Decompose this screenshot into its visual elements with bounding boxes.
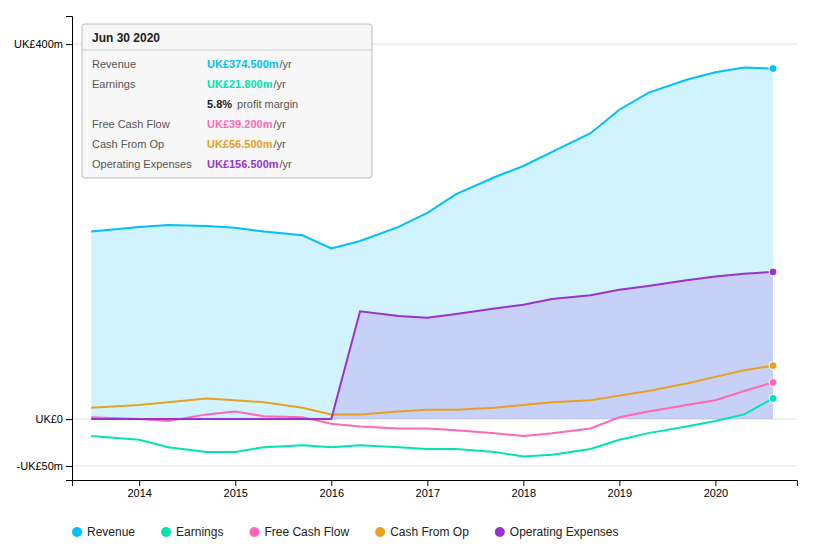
end-dot (769, 362, 777, 370)
info-box-label: Revenue (92, 58, 136, 70)
info-box-value: UK£374.500m (207, 58, 279, 70)
x-tick-mark (235, 480, 236, 486)
plot: 2014 2015 2016 2017 2018 2019 2020 -UK£50m UK£0 U… (14, 17, 797, 499)
info-box-unit: /yr (273, 138, 286, 150)
x-tick-label: 2018 (512, 487, 536, 499)
info-box-label: Free Cash Flow (92, 118, 170, 130)
y-tick-mark (66, 44, 72, 45)
legend-item: Earnings (161, 525, 223, 539)
info-box-unit: /yr (280, 58, 293, 70)
x-tick-label: 2020 (704, 487, 728, 499)
x-tick-label: 2019 (608, 487, 632, 499)
x-tick: 2020 (704, 480, 728, 499)
legend-swatch (161, 527, 171, 537)
y-tick: UK£0 (35, 413, 72, 425)
x-tick-label: 2015 (224, 487, 248, 499)
legend-swatch (375, 527, 385, 537)
x-tick: 2018 (512, 480, 536, 499)
legend-label: Free Cash Flow (264, 525, 349, 539)
x-tick-label: 2017 (416, 487, 440, 499)
legend-swatch (495, 527, 505, 537)
y-axis: -UK£50m UK£0 UK£400m (14, 17, 72, 481)
x-tick-mark (331, 480, 332, 486)
legend-item: Cash From Op (375, 525, 469, 539)
series-line (91, 366, 773, 415)
end-dot (769, 64, 777, 72)
x-tick-mark (427, 480, 428, 486)
info-box-frame (82, 24, 372, 178)
end-dot (769, 379, 777, 387)
y-tick: UK£400m (14, 38, 72, 50)
x-tick: 2015 (224, 480, 248, 499)
legend-item: Free Cash Flow (249, 525, 349, 539)
info-box-title: Jun 30 2020 (92, 31, 160, 45)
x-tick: 2017 (416, 480, 440, 499)
info-box-label: Earnings (92, 78, 136, 90)
info-box: Jun 30 2020 Revenue UK£374.500m/yr Earnings… (82, 24, 372, 178)
info-box-value: UK£39.200m (207, 118, 273, 130)
x-tick: 2014 (127, 480, 151, 499)
info-box-unit: profit margin (237, 98, 298, 110)
series-line (91, 272, 773, 419)
x-tick-mark (715, 480, 716, 486)
y-axis-line (66, 17, 73, 481)
legend-item: Operating Expenses (495, 525, 619, 539)
x-axis: 2014 2015 2016 2017 2018 2019 2020 (73, 480, 798, 499)
info-box-unit: /yr (273, 118, 286, 130)
legend-label: Earnings (176, 525, 223, 539)
x-tick: 2016 (320, 480, 344, 499)
y-tick-label: UK£0 (35, 413, 63, 425)
legend-swatch (249, 527, 259, 537)
y-tick-label: -UK£50m (17, 460, 63, 472)
info-box-unit: /yr (273, 78, 286, 90)
x-tick-mark (619, 480, 620, 486)
y-tick-mark (66, 419, 72, 420)
end-dot (769, 394, 777, 402)
info-box-label: Cash From Op (92, 138, 164, 150)
info-box-label: Operating Expenses (92, 158, 192, 170)
y-tick: -UK£50m (17, 460, 72, 472)
y-tick-mark (66, 466, 72, 467)
info-box-value: UK£21.800m (207, 78, 273, 90)
series-area (91, 272, 773, 419)
x-tick-label: 2014 (127, 487, 151, 499)
legend-label: Operating Expenses (510, 525, 619, 539)
info-box-value: UK£56.500m (207, 138, 273, 150)
legend-item: Revenue (72, 525, 135, 539)
legend-label: Cash From Op (390, 525, 469, 539)
x-tick: 2019 (608, 480, 632, 499)
chart: 2014 2015 2016 2017 2018 2019 2020 -UK£50m UK£0 U… (0, 0, 821, 560)
x-axis-line (73, 481, 798, 487)
legend: Revenue Earnings Free Cash Flow Cash From O… (72, 525, 619, 539)
legend-swatch (72, 527, 82, 537)
info-box-value: 5.8% (207, 98, 232, 110)
info-box-value: UK£156.500m (207, 158, 279, 170)
x-tick-mark (523, 480, 524, 486)
info-box-unit: /yr (280, 158, 293, 170)
end-dot (769, 268, 777, 276)
y-tick-label: UK£400m (14, 38, 63, 50)
x-tick-mark (139, 480, 140, 486)
grid-line (72, 465, 797, 466)
info-box-separator (82, 50, 372, 51)
legend-label: Revenue (87, 525, 135, 539)
x-tick-label: 2016 (320, 487, 344, 499)
